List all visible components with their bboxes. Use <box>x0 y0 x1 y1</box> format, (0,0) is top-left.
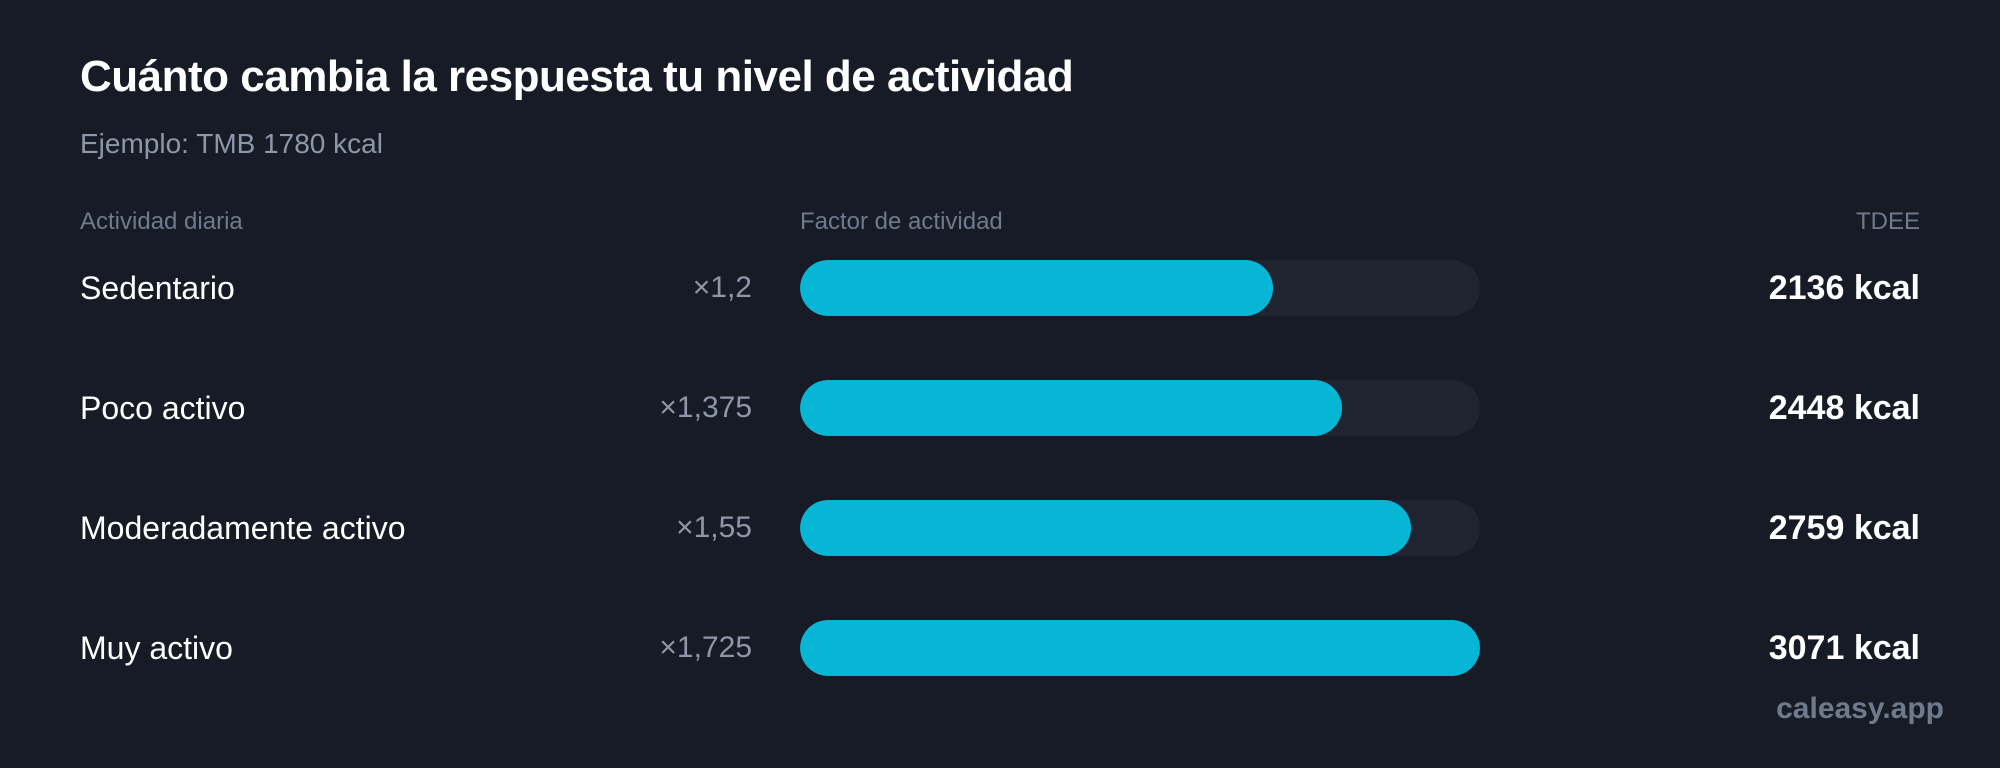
chart-subtitle: Ejemplo: TMB 1780 kcal <box>80 128 383 159</box>
bar-track <box>800 260 1480 316</box>
bar-poco-activo <box>800 380 1342 436</box>
value-label: 2448 kcal <box>1768 389 1920 427</box>
bar-moderadamente-activo <box>800 500 1411 556</box>
category-label: Poco activo <box>80 390 246 426</box>
category-label: Sedentario <box>80 270 235 306</box>
header-activity: Actividad diaria <box>80 208 243 235</box>
value-label: 2759 kcal <box>1768 509 1920 547</box>
bar-track <box>800 620 1480 676</box>
watermark: caleasy.app <box>1776 692 1944 725</box>
category-label: Muy activo <box>80 630 233 666</box>
bar-sedentario <box>800 260 1273 316</box>
chart-title: Cuánto cambia la respuesta tu nivel de a… <box>80 52 1074 101</box>
bar-track <box>800 500 1480 556</box>
factor-label: ×1,55 <box>676 511 752 544</box>
value-label: 3071 kcal <box>1768 629 1920 667</box>
chart-row-poco-activo: Poco activo ×1,375 2448 kcal <box>0 380 2000 436</box>
category-label: Moderadamente activo <box>80 510 406 546</box>
factor-label: ×1,2 <box>692 271 752 304</box>
header-factor: Factor de actividad <box>800 208 1003 235</box>
chart-row-moderadamente-activo: Moderadamente activo ×1,55 2759 kcal <box>0 500 2000 556</box>
bar-track <box>800 380 1480 436</box>
chart-row-muy-activo: Muy activo ×1,725 3071 kcal <box>0 620 2000 676</box>
bar-muy-activo <box>800 620 1480 676</box>
header-tdee: TDEE <box>1855 208 1920 235</box>
factor-label: ×1,725 <box>659 631 752 664</box>
value-label: 2136 kcal <box>1768 269 1920 307</box>
chart-row-sedentario: Sedentario ×1,2 2136 kcal <box>0 260 2000 316</box>
factor-label: ×1,375 <box>659 391 752 424</box>
